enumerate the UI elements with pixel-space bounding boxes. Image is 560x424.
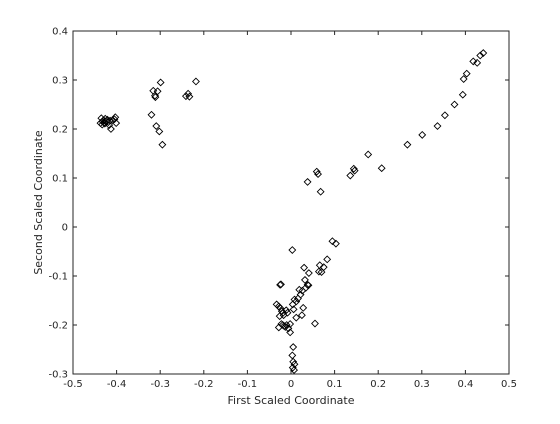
data-point: [346, 171, 355, 180]
points-layer: [96, 49, 488, 375]
x-tick-label: -0.5: [63, 379, 83, 390]
x-tick-label: 0.2: [370, 379, 386, 390]
x-tick-label: 0.4: [457, 379, 473, 390]
data-point: [185, 92, 194, 101]
data-point: [100, 119, 109, 128]
data-point: [153, 87, 162, 96]
y-tick-label: 0.4: [52, 27, 68, 38]
data-point: [300, 263, 309, 272]
data-point: [289, 343, 298, 351]
data-point: [288, 351, 297, 360]
data-point: [304, 269, 313, 277]
x-tick-label: 0.5: [501, 379, 517, 390]
data-point: [473, 58, 482, 67]
data-point: [112, 119, 121, 128]
y-axis-label: Second Scaled Coordinate: [32, 130, 45, 275]
x-tick-label: -0.2: [194, 379, 214, 390]
data-point: [469, 57, 478, 66]
data-point: [328, 237, 337, 246]
tick-layer: -0.5 -0.4 -0.3 -0.2 -0.1 0 0.1 0.2 0.3 0.4 0.5 -0.3…: [48, 27, 516, 391]
data-point: [184, 89, 193, 98]
data-point: [317, 268, 326, 277]
data-point: [106, 125, 115, 133]
data-point: [282, 321, 291, 329]
data-point: [312, 167, 321, 176]
data-point: [364, 150, 373, 159]
data-point: [288, 363, 297, 372]
data-point: [290, 366, 298, 375]
data-point: [459, 75, 468, 83]
x-axis-label: First Scaled Coordinate: [227, 394, 354, 407]
data-point: [433, 122, 442, 130]
data-point: [377, 164, 386, 173]
data-point: [98, 120, 107, 129]
data-point: [301, 275, 309, 284]
data-point: [286, 320, 295, 328]
y-tick-label: 0.1: [52, 174, 68, 185]
data-point: [105, 121, 114, 130]
data-point: [476, 51, 485, 60]
data-point: [303, 177, 312, 186]
data-point: [158, 140, 167, 149]
data-point: [152, 122, 161, 130]
data-point: [274, 323, 283, 332]
data-point: [418, 130, 427, 139]
data-point: [147, 110, 156, 119]
data-point: [106, 116, 114, 125]
data-point: [316, 187, 325, 196]
data-point: [151, 93, 160, 102]
data-point: [350, 166, 359, 175]
data-point: [155, 127, 164, 136]
data-point: [314, 267, 323, 276]
data-point: [458, 90, 467, 99]
data-point: [286, 328, 295, 337]
data-point: [276, 280, 285, 289]
y-tick-label: 0.3: [52, 76, 68, 87]
data-point: [289, 305, 298, 314]
plot-background: [73, 31, 509, 374]
y-tick-label: -0.3: [48, 370, 68, 381]
data-point: [331, 239, 340, 248]
data-point: [314, 170, 322, 179]
data-point: [299, 303, 308, 312]
data-point: [315, 261, 324, 270]
y-tick-label: 0: [62, 223, 68, 234]
plot-box: [72, 30, 510, 375]
x-tick-label: -0.4: [107, 379, 127, 390]
x-tick-label: 0.3: [414, 379, 430, 390]
data-point: [192, 77, 200, 86]
data-point: [292, 313, 301, 322]
data-point: [311, 319, 319, 328]
y-tick-label: -0.2: [48, 321, 68, 332]
data-point: [323, 255, 332, 264]
x-tick-label: -0.3: [150, 379, 170, 390]
data-point: [297, 311, 306, 320]
data-point: [282, 306, 291, 315]
data-point: [440, 111, 449, 120]
data-point: [298, 286, 307, 295]
x-tick-label: 0.1: [327, 379, 343, 390]
y-tick-label: 0.2: [52, 125, 68, 136]
data-point: [479, 49, 488, 57]
data-point: [349, 164, 358, 173]
data-point: [156, 78, 165, 87]
data-point: [288, 300, 297, 309]
data-point: [450, 100, 459, 109]
data-point: [288, 246, 297, 254]
x-tick-label: -0.1: [238, 379, 258, 390]
data-point: [403, 140, 412, 149]
y-tick-label: -0.1: [48, 272, 68, 283]
data-point: [275, 312, 284, 321]
data-point: [283, 308, 292, 317]
data-point: [462, 69, 471, 78]
x-tick-label: 0: [288, 379, 294, 390]
